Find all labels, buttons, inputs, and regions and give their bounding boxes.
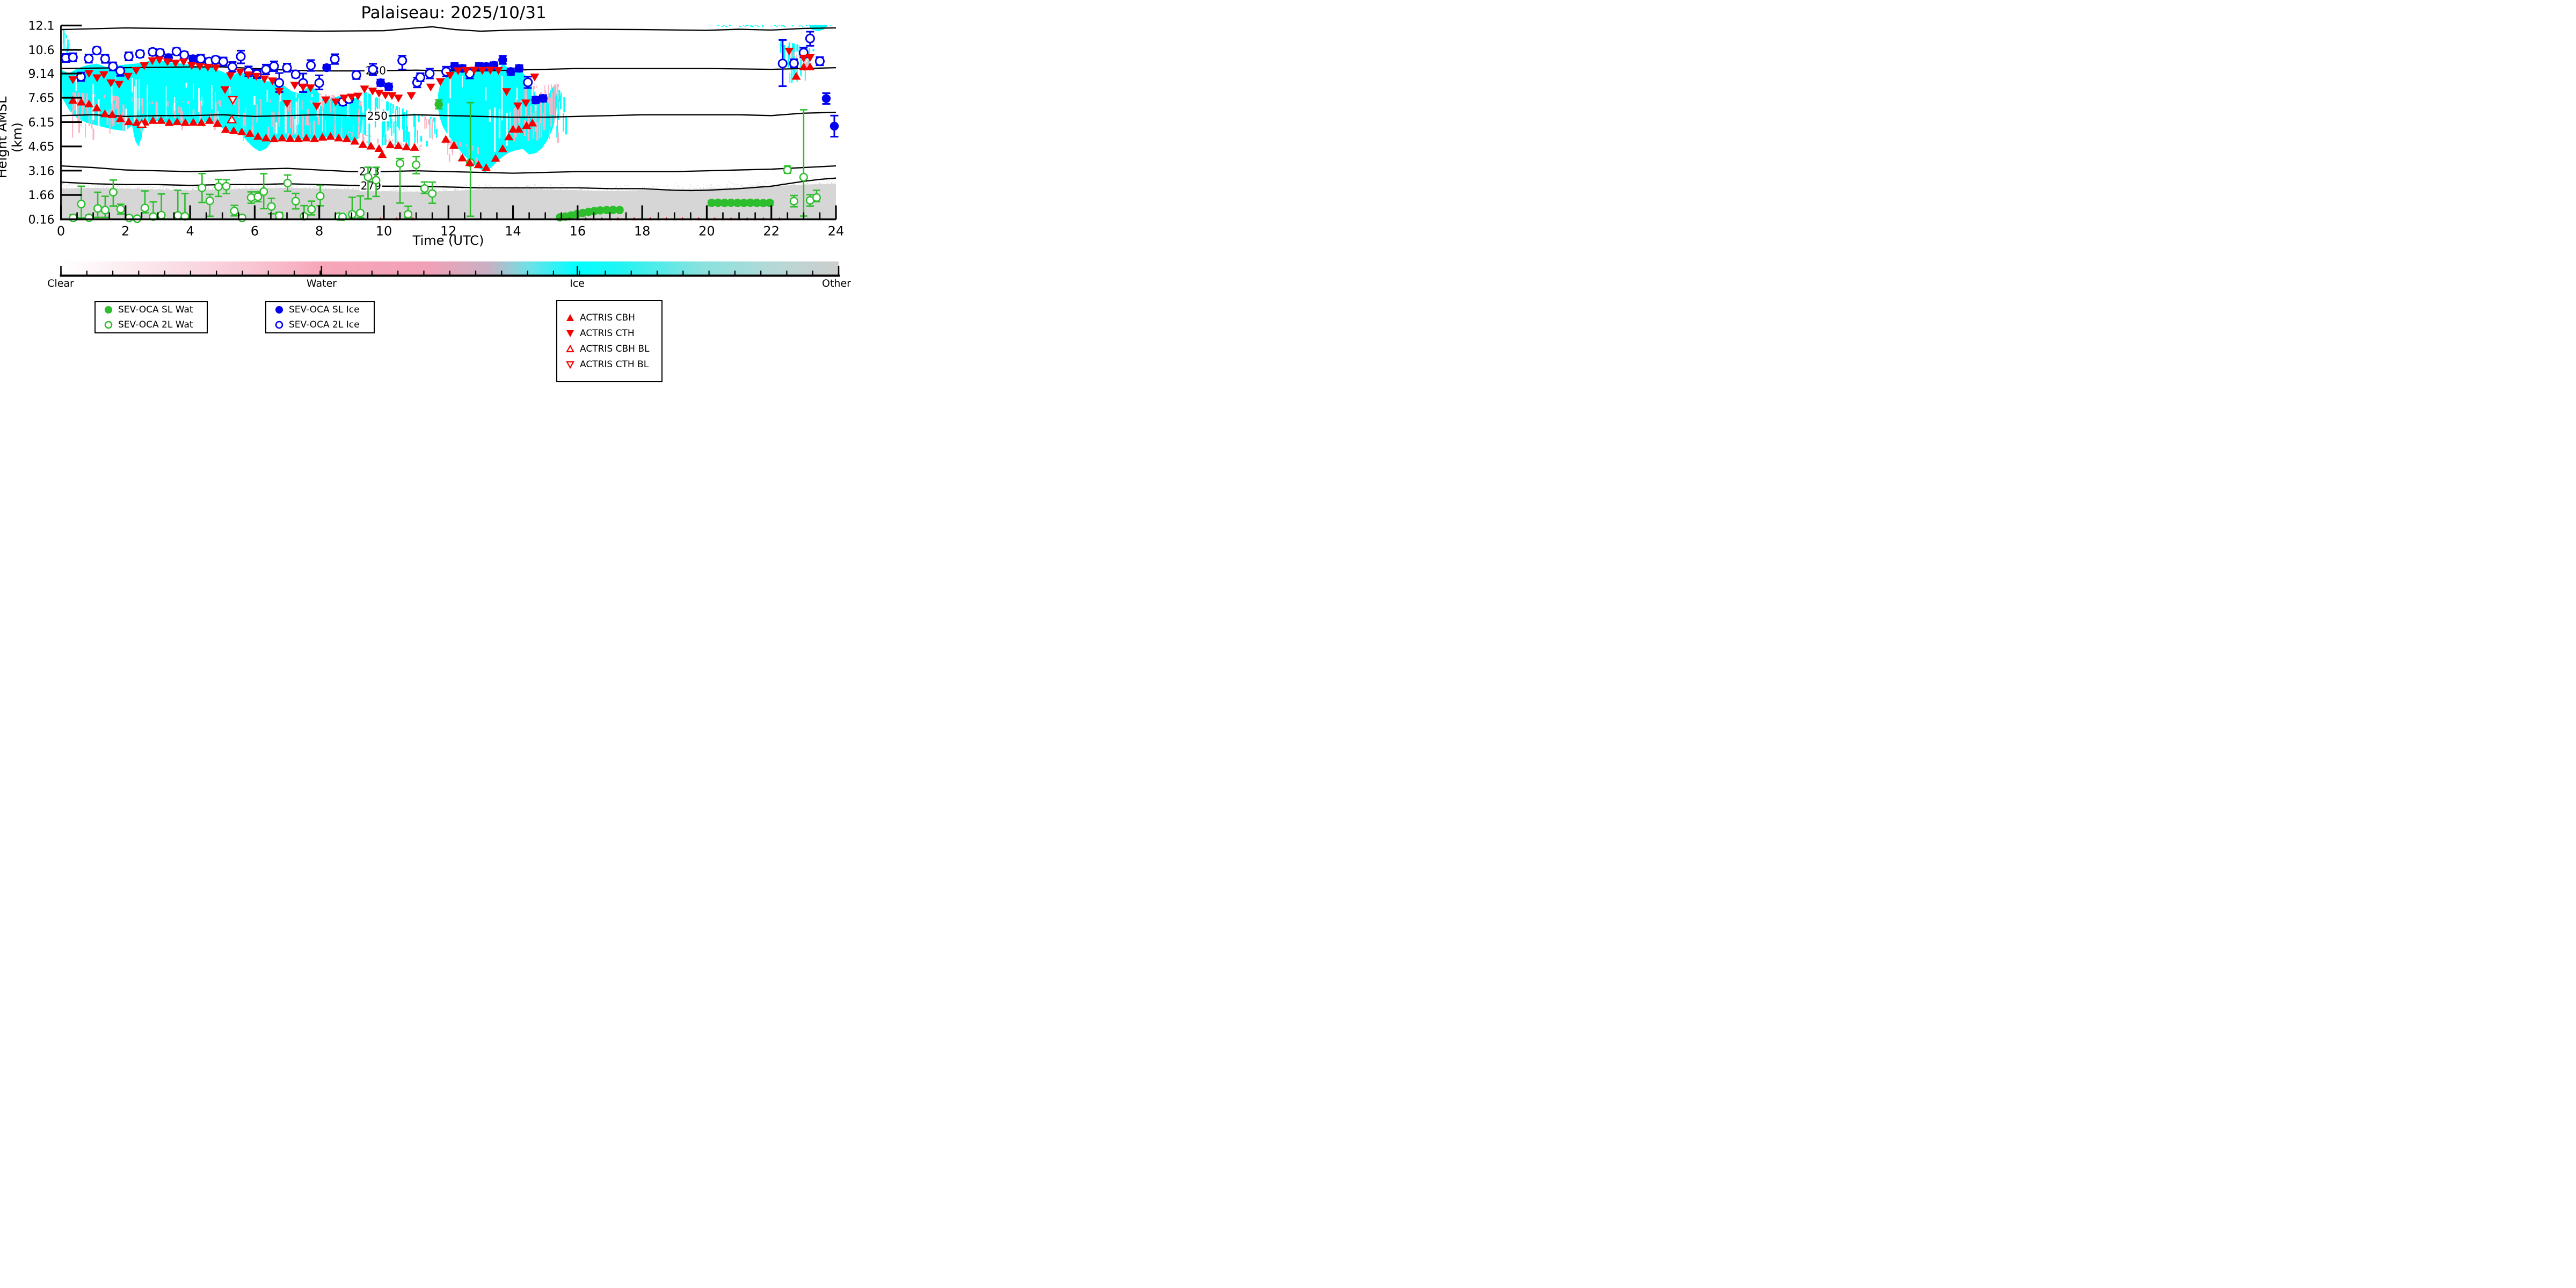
y-tick-label: 4.65 <box>28 141 55 154</box>
legend-item-sl-wat: SEV-OCA SL Wat <box>103 304 207 315</box>
white-gaps <box>75 72 550 152</box>
actris-cth-markers <box>68 47 815 111</box>
actris-cbh-markers <box>68 62 815 171</box>
legend-item-2l-wat: SEV-OCA 2L Wat <box>103 319 207 330</box>
x-tick-label: 6 <box>251 224 259 239</box>
colorbar-label-water: Water <box>306 278 337 289</box>
triangle-down-filled-red-icon <box>566 330 574 337</box>
x-tick-label: 22 <box>763 224 780 239</box>
sev-oca-2l-ice-markers <box>61 31 825 107</box>
legend-item-label: SEV-OCA SL Wat <box>118 304 193 315</box>
legend-item-sl-ice: SEV-OCA SL Ice <box>274 304 374 315</box>
triangle-up-filled-red-icon <box>566 314 574 321</box>
actris-cbh-bl-markers <box>136 114 237 128</box>
legend-item-label: ACTRIS CTH <box>580 328 635 339</box>
y-tick-label: 6.15 <box>28 116 55 129</box>
legend-actris: ACTRIS CBH ACTRIS CTH ACTRIS CBH BL ACTR… <box>556 300 663 382</box>
legend-item-cbh: ACTRIS CBH <box>565 312 661 323</box>
sev-oca-sl-wat-markers <box>434 99 774 222</box>
page-title: Palaiseau: 2025/10/31 <box>361 3 547 23</box>
contour-label-250: 250 <box>367 110 388 122</box>
y-axis-label: Height AMSL (km) <box>0 96 25 179</box>
legend-sev-oca-water: SEV-OCA SL Wat SEV-OCA 2L Wat <box>94 301 208 333</box>
legend-item-label: SEV-OCA SL Ice <box>289 304 360 315</box>
legend-item-label: ACTRIS CBH BL <box>580 344 650 354</box>
x-axis-label: Time (UTC) <box>412 233 484 248</box>
x-tick-label: 16 <box>570 224 586 239</box>
x-tick-label: 24 <box>828 224 845 239</box>
y-tick-label: 10.6 <box>28 44 55 57</box>
x-tick-label: 0 <box>57 224 65 239</box>
cloud-classification-chart: 23025027327912.110.69.147.656.154.653.16… <box>28 20 845 277</box>
legend-item-cth-bl: ACTRIS CTH BL <box>565 359 661 370</box>
circle-filled-green-icon <box>105 306 112 314</box>
colorbar-label-other: Other <box>822 278 851 289</box>
colorbar-label-ice: Ice <box>570 278 585 289</box>
sev-oca-2l-wat-markers <box>69 101 821 223</box>
legend-item-label: ACTRIS CBH <box>580 312 635 323</box>
y-tick-label: 12.1 <box>28 20 55 33</box>
x-tick-label: 14 <box>505 224 521 239</box>
y-tick-label: 1.66 <box>28 189 55 202</box>
colorbar <box>60 261 840 277</box>
x-tick-label: 10 <box>376 224 392 239</box>
x-tick-label: 20 <box>698 224 715 239</box>
triangle-down-open-red-icon <box>566 361 574 369</box>
legend-item-label: ACTRIS CTH BL <box>580 359 649 370</box>
x-tick-label: 2 <box>121 224 129 239</box>
y-tick-label: 0.16 <box>28 214 55 227</box>
x-tick-label: 12 <box>440 224 457 239</box>
circle-open-green-icon <box>104 321 113 329</box>
figure-root: 23025027327912.110.69.147.656.154.653.16… <box>0 0 858 430</box>
x-tick-label: 8 <box>315 224 323 239</box>
legend-sev-oca-ice: SEV-OCA SL Ice SEV-OCA 2L Ice <box>265 301 375 333</box>
y-tick-label: 3.16 <box>28 165 55 178</box>
y-tick-label: 7.65 <box>28 92 55 105</box>
circle-open-blue-icon <box>275 321 283 329</box>
legend-item-2l-ice: SEV-OCA 2L Ice <box>274 319 374 330</box>
legend-item-label: SEV-OCA 2L Ice <box>289 319 360 330</box>
y-tick-label: 9.14 <box>28 68 55 81</box>
triangle-up-open-red-icon <box>566 344 574 353</box>
circle-filled-blue-icon <box>275 306 283 314</box>
axes: 12.110.69.147.656.154.653.161.660.160 2 4 6… <box>28 20 845 239</box>
legend-item-cbh-bl: ACTRIS CBH BL <box>565 344 661 354</box>
colorbar-label-clear: Clear <box>47 278 74 289</box>
x-tick-label: 18 <box>634 224 651 239</box>
legend-item-label: SEV-OCA 2L Wat <box>118 319 193 330</box>
actris-cth-bl-markers <box>227 96 238 105</box>
x-tick-label: 4 <box>186 224 194 239</box>
legend-item-cth: ACTRIS CTH <box>565 328 661 339</box>
